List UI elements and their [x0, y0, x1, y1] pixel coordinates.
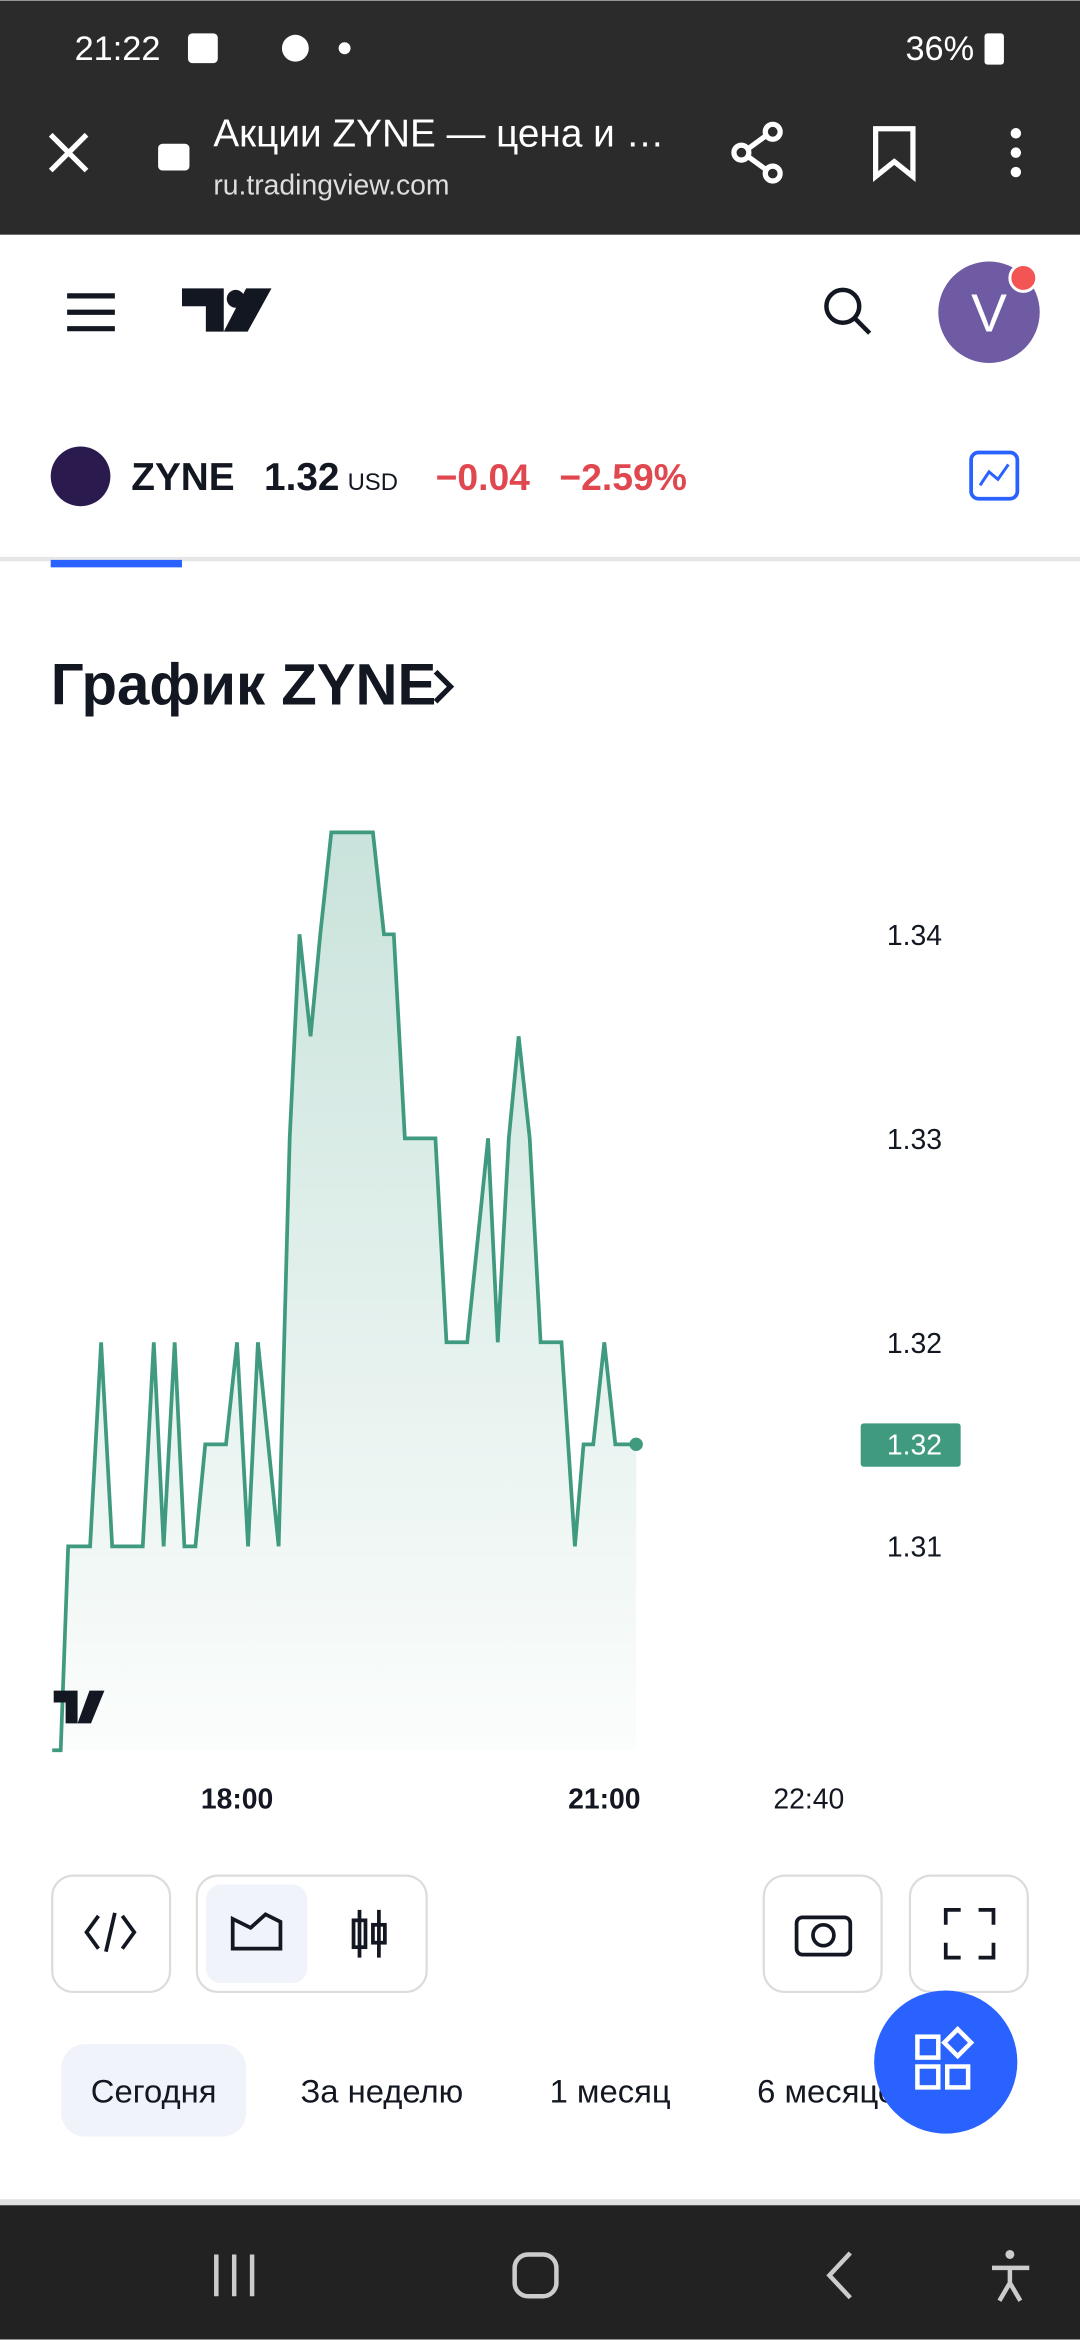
fab-button[interactable]: [874, 1990, 1018, 2134]
dot-icon: [338, 42, 351, 55]
snapshot-button[interactable]: [762, 1874, 883, 1994]
chart-title-arrow: [433, 669, 455, 704]
x-tick-label: 21:00: [568, 1783, 640, 1815]
accessibility-button[interactable]: [991, 2265, 1030, 2302]
style-group: [195, 1874, 428, 1994]
accessibility-head: [1005, 2250, 1015, 2259]
top-bar: [0, 0, 1080, 235]
y-tick-label: 1.33: [887, 1124, 942, 1156]
fab-icon: [915, 2026, 975, 2090]
back-button[interactable]: [826, 2251, 852, 2300]
share-button[interactable]: [731, 121, 783, 184]
x-tick-label: 18:00: [201, 1783, 273, 1815]
chart-toggle[interactable]: [969, 450, 1020, 501]
ticker-change: −0.04: [436, 456, 531, 498]
url: ru.tradingview.com: [213, 169, 449, 201]
gallery-icon: [187, 33, 218, 64]
area-style-button[interactable]: [205, 1884, 308, 1983]
nav-bar: [0, 2205, 1080, 2340]
y-tick-label: 1.32: [887, 1328, 942, 1360]
ticker-change-pct: −2.59%: [559, 456, 686, 498]
tab-divider: [0, 556, 1080, 562]
price-tag: [860, 1423, 961, 1467]
x-tick-label: 22:40: [773, 1783, 844, 1815]
logo[interactable]: [181, 288, 272, 332]
home-button[interactable]: [512, 2252, 559, 2299]
y-tick-label: 1.34: [887, 920, 942, 952]
ticker-currency: USD: [348, 469, 398, 496]
ticker-symbol: ZYNE: [131, 456, 234, 499]
page-bottom-edge: [0, 2199, 1080, 2206]
range-active-bg: [61, 2044, 247, 2137]
app-icon: [281, 34, 309, 62]
fullscreen-button[interactable]: [908, 1874, 1029, 1994]
embed-button[interactable]: [51, 1874, 172, 1994]
last-point: [629, 1437, 643, 1452]
menu-button[interactable]: [1010, 128, 1022, 178]
plot: 1.31 1.32 1.33 1.34 18:00 21:00 22:40 1.32: [52, 830, 961, 1815]
price-line: [52, 830, 637, 1753]
lock-icon: [158, 143, 190, 171]
page-title: Акции ZYNE — цена и …: [213, 113, 664, 156]
close-button[interactable]: [48, 132, 89, 173]
notification-dot: [1008, 263, 1039, 293]
toolbar-icons: [84, 1908, 996, 1960]
chart-title[interactable]: График ZYNE: [51, 653, 437, 718]
active-tab: [50, 559, 182, 568]
price-tag-label: 1.32: [887, 1430, 942, 1462]
chart-toggle-icon: [978, 463, 1010, 487]
battery-text: 36%: [905, 30, 974, 68]
ticker-price: 1.32: [264, 456, 339, 499]
ranges: Сегодня За неделю 1 месяц 6 месяцев: [91, 2072, 914, 2109]
area-fill: [52, 832, 637, 1751]
ticker-logo: [50, 446, 111, 507]
hamburger-button[interactable]: [67, 293, 115, 332]
chart-watermark: [53, 1690, 105, 1724]
status-time: 21:22: [75, 30, 161, 68]
range-button[interactable]: 1 месяц: [550, 2072, 671, 2109]
range-button[interactable]: Сегодня: [91, 2072, 217, 2109]
avatar-letter: V: [971, 284, 1007, 344]
logo-dot: [226, 289, 245, 308]
y-tick-label: 1.31: [887, 1532, 942, 1564]
bookmark-button[interactable]: [873, 126, 916, 182]
search-button[interactable]: [824, 287, 872, 335]
recents-button[interactable]: [214, 2254, 255, 2297]
range-button[interactable]: За неделю: [300, 2072, 463, 2109]
battery-icon: [984, 33, 1004, 65]
